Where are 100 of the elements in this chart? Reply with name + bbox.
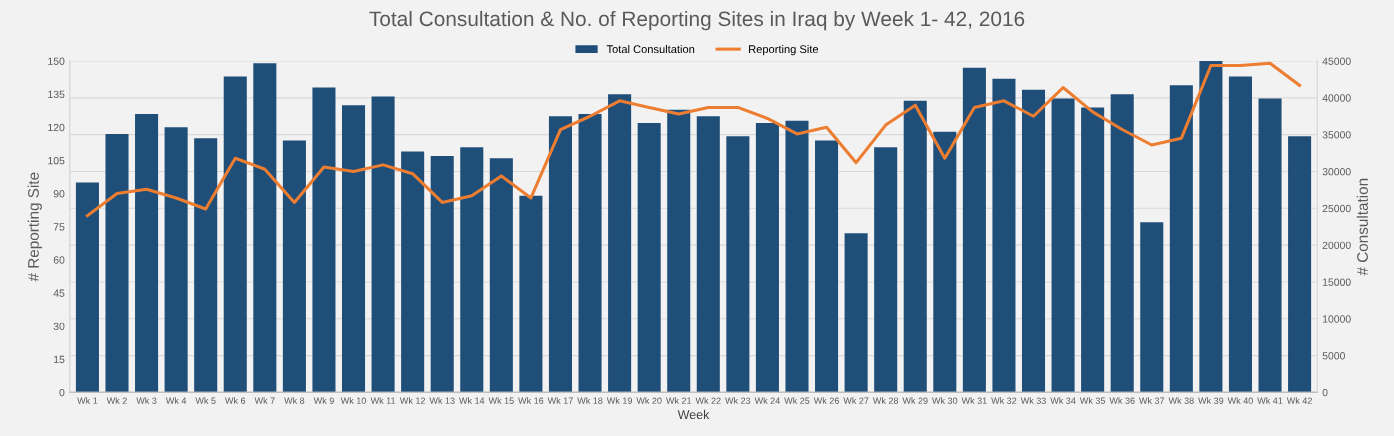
x-tick-label: Wk 37 [1139,397,1165,404]
bar [903,100,927,393]
bar [312,87,336,393]
x-tick-label: Wk 1 [77,397,98,404]
bar [1199,61,1223,393]
y2-tick-label: 25000 [1322,204,1351,213]
x-tick-label: Wk 10 [340,397,366,404]
x-tick-label: Wk 15 [488,397,514,404]
x-axis-title: Week [677,409,710,420]
bar [874,147,898,393]
x-tick-label: Wk 40 [1227,397,1253,404]
x-tick-label: Wk 39 [1198,397,1224,404]
y-tick-label: 30 [53,322,65,330]
bar [194,138,218,393]
bar [1021,89,1046,393]
y2-tick-label: 15000 [1322,278,1351,286]
x-tick-label: Wk 3 [136,397,157,404]
x-tick-label: Wk 11 [370,397,396,404]
bar [401,151,425,393]
x-tick-label: Wk 2 [106,397,127,404]
y2-tick-label: 20000 [1322,241,1351,250]
bar [815,140,839,393]
bar [282,140,306,393]
bar [1140,222,1164,393]
bar [371,96,395,393]
x-tick-label: Wk 5 [195,397,216,404]
y-tick-label: 120 [48,123,65,132]
x-tick-label: Wk 13 [429,397,455,404]
bar [164,127,188,393]
y2-tick-label: 5000 [1322,352,1345,360]
x-tick-label: Wk 42 [1286,397,1312,404]
bar [992,78,1016,393]
bar [726,136,750,393]
bar [637,122,661,393]
x-tick-label: Wk 24 [754,397,780,404]
x-tick-label: Wk 22 [695,397,721,404]
bar [667,109,691,393]
y2-tick-label: 30000 [1322,167,1351,176]
y-tick-label: 60 [53,256,65,264]
x-tick-label: Wk 29 [902,397,928,404]
bar [135,114,159,393]
x-tick-label: Wk 38 [1168,397,1194,404]
bar [962,67,986,393]
y-tick-label: 15 [54,355,65,364]
x-tick-label: Wk 18 [577,397,603,404]
chart-title: Total Consultation & No. of Reporting Sites in Iraq by Week 1- 42, 2016 [369,10,1025,31]
legend-label: Total Consultation [606,44,695,54]
bar [489,158,513,393]
bar [755,122,779,393]
x-tick-label: Wk 36 [1109,397,1135,404]
bar [1258,98,1282,393]
bar [933,131,957,393]
x-tick-label: Wk 19 [606,397,632,404]
x-tick-label: Wk 6 [225,397,246,404]
bar [75,182,99,393]
x-tick-label: Wk 31 [961,397,987,404]
line-series [85,61,1302,218]
x-tick-label: Wk 12 [399,397,425,404]
bar [430,156,454,393]
x-tick-label: Wk 26 [813,397,839,404]
y2-tick-label: 10000 [1322,315,1351,323]
x-tick-label: Wk 25 [784,397,810,404]
x-tick-label: Wk 8 [284,397,305,404]
x-tick-label: Wk 33 [1020,397,1046,404]
y-tick-label: 135 [48,90,65,99]
y-tick-label: 105 [48,156,65,165]
x-tick-label: Wk 28 [872,397,899,404]
bar [105,133,129,393]
x-tick-label: Wk 21 [665,397,692,404]
bar [223,76,247,393]
bar [341,105,366,393]
bar [1110,94,1134,393]
x-tick-label: Wk 35 [1079,397,1106,404]
bar [844,233,868,393]
y2-axis-title: # Consultation [1356,178,1368,276]
x-tick-label: Wk 4 [165,397,187,404]
x-tick-label: Wk 17 [547,397,573,404]
bar [519,195,543,393]
y-tick-label: 90 [53,190,65,198]
y-tick-label: 150 [48,57,65,65]
x-tick-label: Wk 27 [843,397,869,404]
x-tick-label: Wk 7 [254,397,275,404]
x-tick-label: Wk 16 [518,397,544,404]
x-tick-label: Wk 14 [459,397,485,404]
legend-label: Reporting Site [749,44,819,56]
bar [1051,98,1075,393]
bar [1081,107,1105,393]
y-axis-title: # Reporting Site [27,172,42,282]
y2-tick-label: 40000 [1322,94,1351,102]
x-tick-label: Wk 30 [932,397,958,404]
bar [696,116,720,393]
bar [1288,136,1312,393]
y-tick-label: 0 [59,388,65,397]
y-tick-label: 45 [53,289,65,297]
y2-tick-label: 35000 [1322,131,1351,139]
x-tick-label: Wk 23 [725,397,751,404]
x-tick-label: Wk 20 [636,397,662,404]
bar [253,63,277,393]
bar [1228,76,1252,393]
x-tick-label: Wk 41 [1257,397,1283,404]
